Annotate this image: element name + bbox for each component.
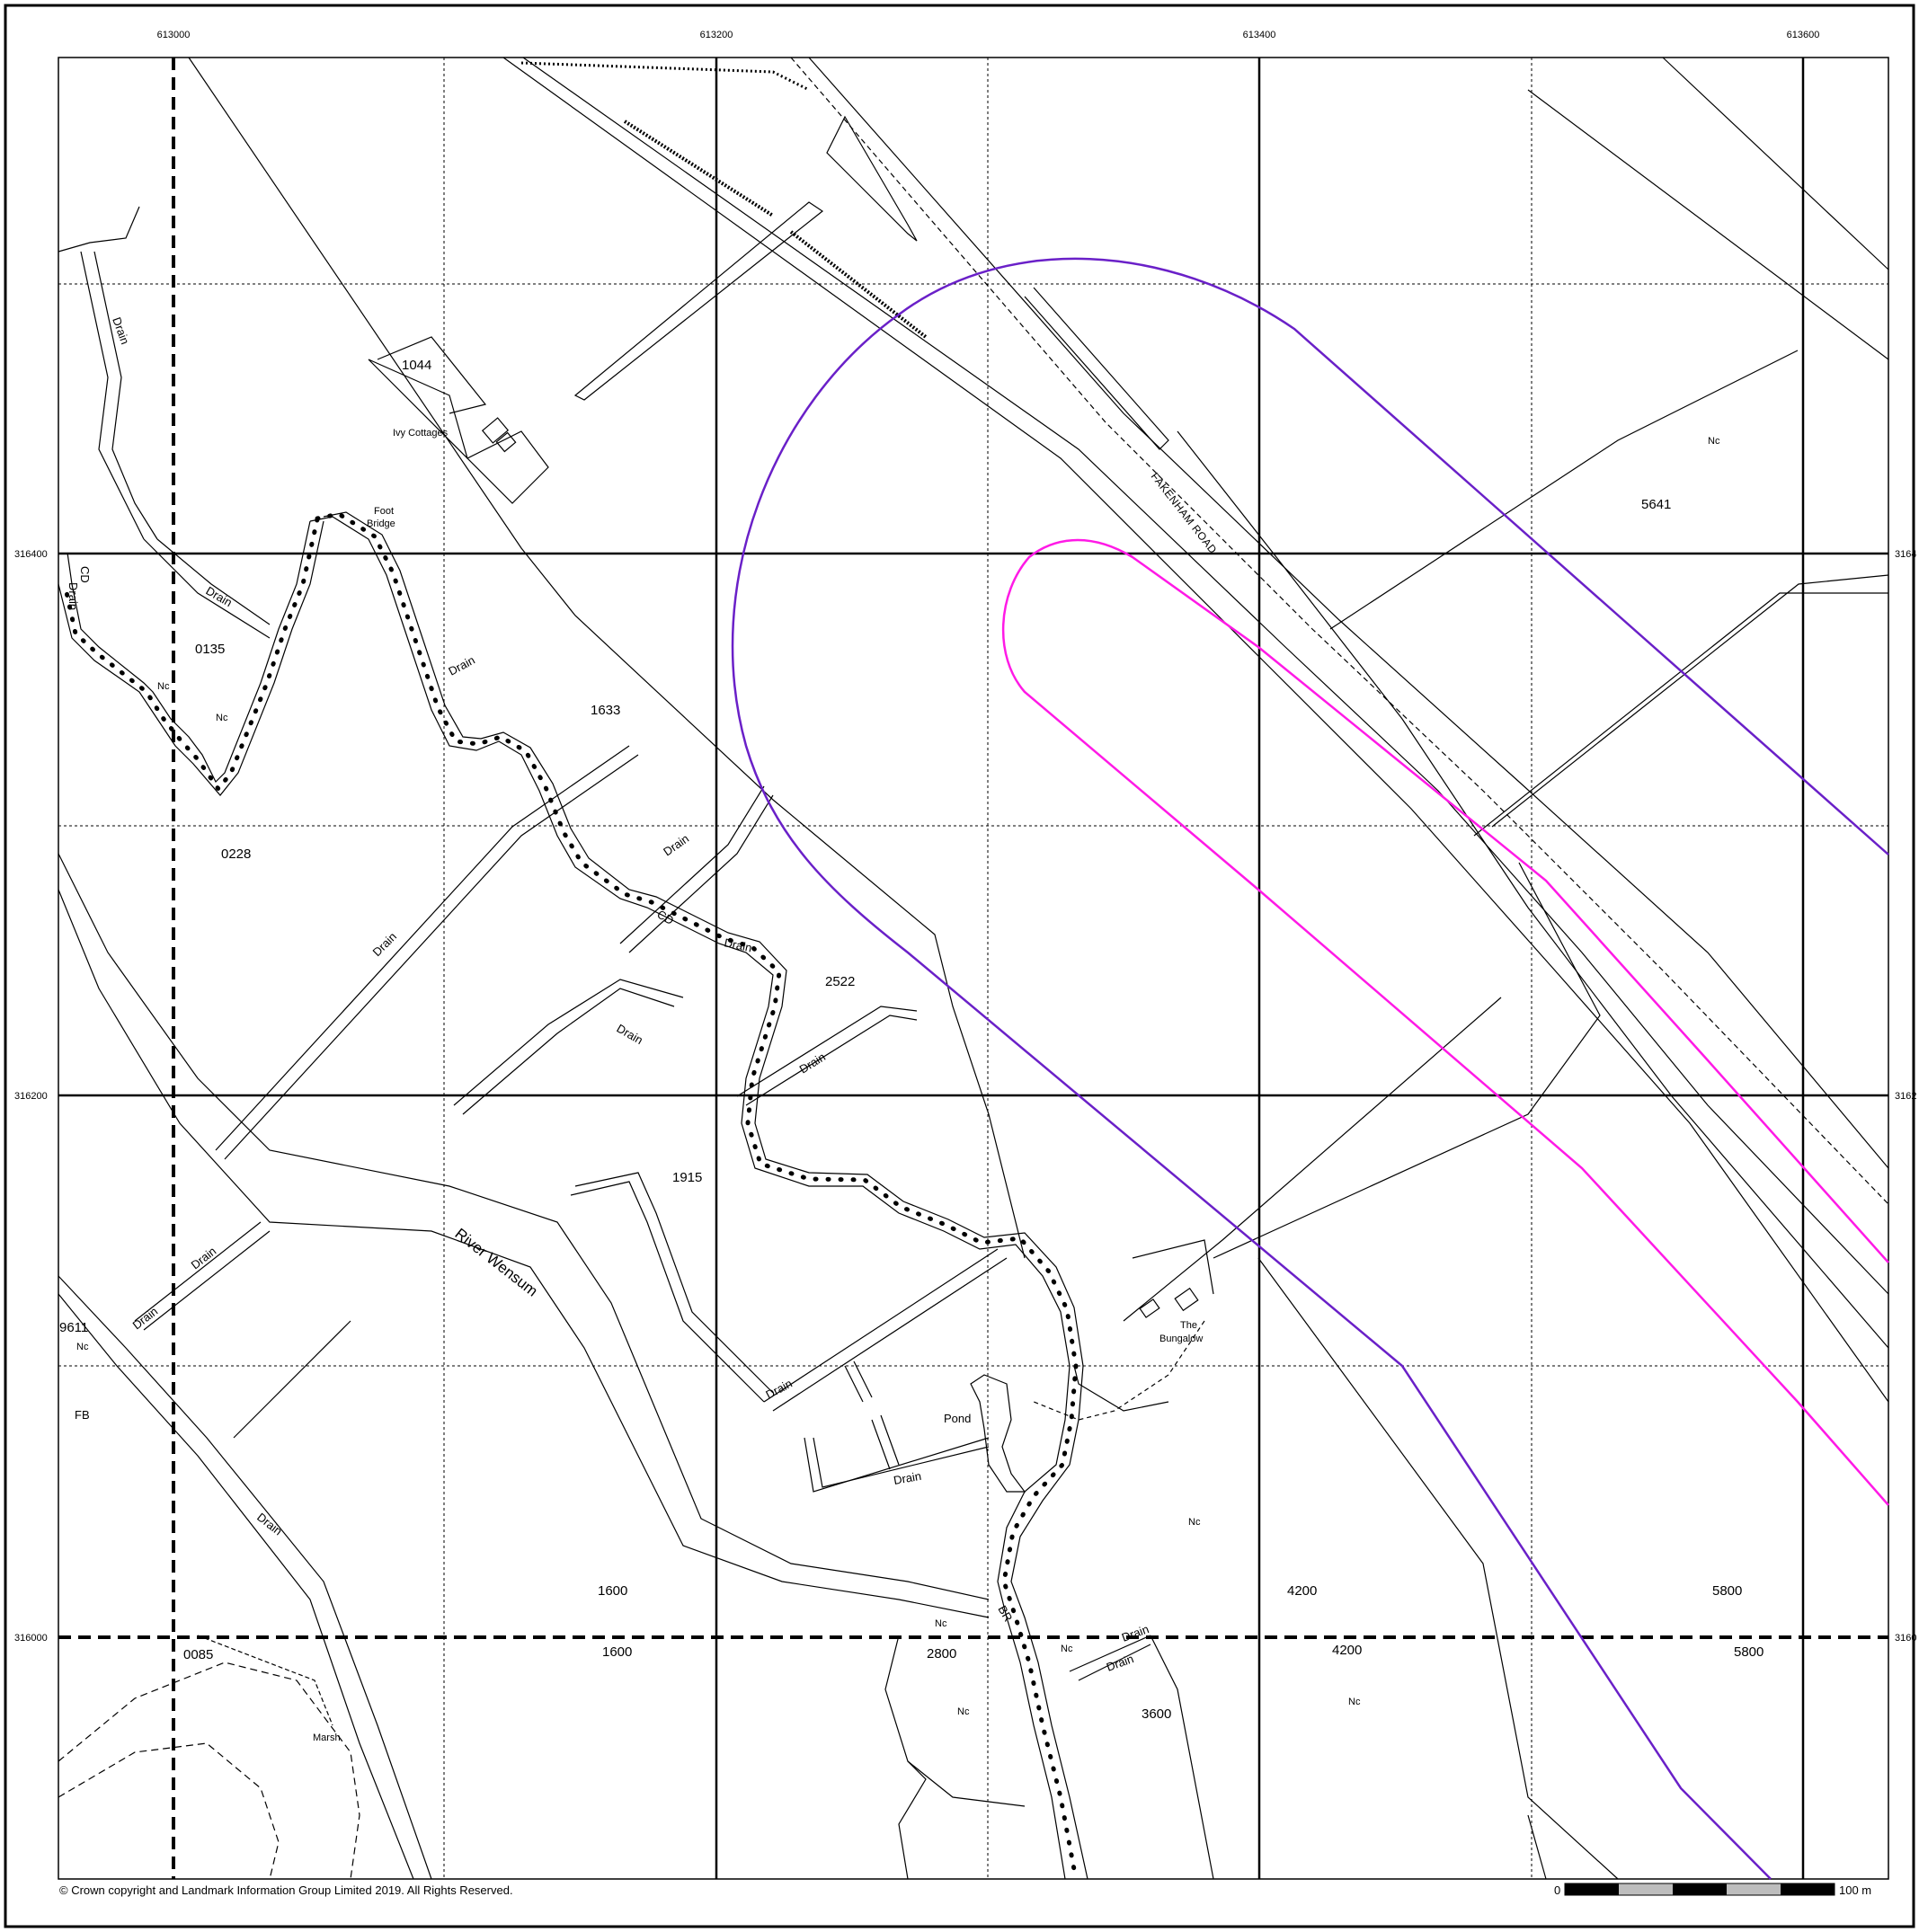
map-linework xyxy=(58,57,1889,1880)
label-foot-bridge-line1: Foot xyxy=(374,506,394,517)
label-the-bungalow-line2: Bungalow xyxy=(1159,1334,1203,1344)
parcel-1915: 1915 xyxy=(672,1170,702,1185)
drain-label-12: Drain xyxy=(763,1377,794,1402)
parcel-1600-south: 1600 xyxy=(602,1644,632,1660)
label-pond: Pond xyxy=(944,1412,971,1425)
northing-label-316400: 316400 xyxy=(14,549,48,560)
drain-label-10: Drain xyxy=(189,1244,219,1272)
parcel-1633: 1633 xyxy=(591,703,620,718)
northing-label-316000: 316000 xyxy=(14,1633,48,1644)
drain-label-5: Drain xyxy=(661,831,691,858)
drain-label-13: Drain xyxy=(893,1469,922,1487)
label-the-bungalow-line1: The xyxy=(1180,1320,1197,1331)
parcel-4200-north: 4200 xyxy=(1287,1583,1317,1599)
label-foot-bridge-line2: Bridge xyxy=(367,518,395,529)
drain-label-16: Drain xyxy=(1105,1652,1135,1674)
parcel-5800-north: 5800 xyxy=(1712,1583,1742,1599)
nc-label-8: Nc xyxy=(1348,1697,1361,1707)
inner-buffer-line xyxy=(1002,538,1889,1506)
northing-label-right-3164: 3164 xyxy=(1895,549,1916,560)
nc-label-7: Nc xyxy=(1188,1517,1201,1528)
label-ivy-cottages: Ivy Cottages xyxy=(393,428,449,439)
parcel-0085: 0085 xyxy=(183,1647,213,1662)
parcel-2800: 2800 xyxy=(927,1646,956,1662)
drain-label-8: Drain xyxy=(615,1022,645,1048)
parcel-labels: 1044 0135 1633 0228 2522 1915 9611 1600 … xyxy=(59,358,1764,1722)
parcel-1600-north: 1600 xyxy=(598,1583,627,1599)
parcel-4200-south: 4200 xyxy=(1332,1643,1362,1658)
parcel-0228: 0228 xyxy=(221,846,251,862)
easting-label-613200: 613200 xyxy=(700,30,733,40)
drain-label-2: Drain xyxy=(67,582,80,610)
drain-label-15: Drain xyxy=(1120,1622,1151,1644)
northing-label-right-3162: 3162 xyxy=(1895,1091,1916,1102)
label-br: BR xyxy=(995,1603,1015,1624)
nc-label-9: Nc xyxy=(1708,436,1720,447)
label-cd-middle: CD xyxy=(655,908,677,927)
label-cd-top: CD xyxy=(78,566,92,583)
drain-label-7: Drain xyxy=(723,935,753,954)
scale-bar: 0 100 m xyxy=(1554,1883,1871,1897)
road-label-fakenham-road: FAKENHAM ROAD xyxy=(1149,470,1220,556)
parcel-1044: 1044 xyxy=(402,358,431,373)
drain-label-11: Drain xyxy=(130,1304,161,1332)
nc-label-2: Nc xyxy=(216,713,228,723)
easting-label-613600: 613600 xyxy=(1787,30,1820,40)
parcel-2522: 2522 xyxy=(825,974,855,989)
copyright-notice: © Crown copyright and Landmark Informati… xyxy=(59,1883,513,1897)
nc-label-5: Nc xyxy=(957,1706,970,1717)
outer-frame xyxy=(4,4,1915,1928)
easting-label-613000: 613000 xyxy=(157,30,191,40)
river-label-wensum: River Wensum xyxy=(452,1225,541,1299)
nc-label-3: Nc xyxy=(76,1342,89,1352)
drain-label-3: Drain xyxy=(204,584,235,610)
northing-label-right-3160: 3160 xyxy=(1895,1633,1916,1644)
easting-label-613400: 613400 xyxy=(1243,30,1276,40)
drain-label-4: Drain xyxy=(446,653,476,678)
grid-lines xyxy=(58,58,1888,1879)
label-fb: FB xyxy=(75,1408,90,1422)
nc-label-1: Nc xyxy=(157,681,170,692)
northing-label-316200: 316200 xyxy=(14,1091,48,1102)
scale-bar-end-label: 100 m xyxy=(1839,1883,1871,1897)
outer-buffer-line xyxy=(731,257,1889,1880)
scale-bar-start-label: 0 xyxy=(1554,1883,1560,1897)
parcel-5800-south: 5800 xyxy=(1734,1644,1764,1660)
dotted-watercourses xyxy=(58,511,1088,1882)
nc-label-6: Nc xyxy=(1061,1644,1073,1654)
parcel-9611: 9611 xyxy=(59,1320,88,1335)
buildings xyxy=(481,417,1199,1318)
parcel-0135: 0135 xyxy=(195,642,225,657)
parcel-3600: 3600 xyxy=(1142,1706,1171,1722)
nc-label-4: Nc xyxy=(935,1618,947,1629)
drain-label-9: Drain xyxy=(797,1050,828,1076)
map-frame xyxy=(58,57,1889,1880)
label-marsh: Marsh xyxy=(313,1733,341,1743)
parcel-5641: 5641 xyxy=(1641,497,1671,512)
